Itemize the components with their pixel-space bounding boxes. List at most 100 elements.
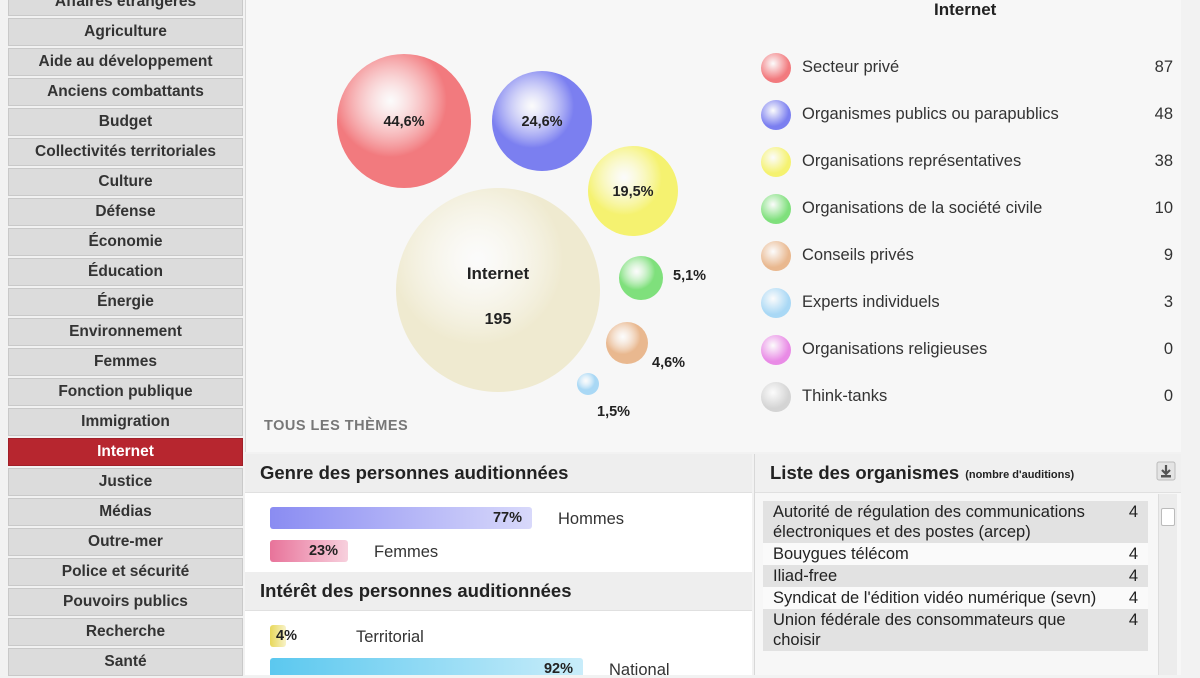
legend-label: Experts individuels	[802, 293, 940, 311]
organization-count: 4	[1128, 611, 1138, 629]
interest-bars: 4% Territorial 92% National	[245, 611, 752, 675]
bubble-pct-label: 5,1%	[673, 268, 706, 284]
legend-dot-icon	[761, 240, 791, 271]
sidebar-item[interactable]: Aide au développement	[8, 48, 243, 76]
legend-item[interactable]: Conseils privés 9	[761, 232, 1173, 279]
sidebar-item[interactable]: Médias	[8, 498, 243, 526]
organization-row[interactable]: Union fédérale des consommateurs que cho…	[763, 609, 1148, 651]
gender-bar: 77%	[270, 507, 532, 529]
sidebar-item[interactable]: Santé	[8, 648, 243, 676]
sidebar-item[interactable]: Anciens combattants	[8, 78, 243, 106]
organization-count: 4	[1128, 567, 1138, 585]
bubble-pct-label: 24,6%	[521, 114, 562, 130]
interest-bar: 4%	[270, 625, 297, 647]
theme-sidebar: Affaires étrangères Agriculture Aide au dé…	[8, 0, 243, 678]
legend-dot-icon	[761, 381, 791, 412]
gender-section-title: Genre des personnes auditionnées	[245, 454, 752, 493]
sidebar-item[interactable]: Culture	[8, 168, 243, 196]
interest-bar: 92%	[270, 658, 583, 675]
download-icon[interactable]	[1155, 460, 1177, 482]
organization-count: 4	[1128, 503, 1138, 521]
bubble-center-label: Internet	[467, 264, 530, 283]
legend-item[interactable]: Organisations représentatives 38	[761, 138, 1173, 185]
gender-bar-row: 77% Hommes	[245, 502, 752, 535]
sidebar-item[interactable]: Énergie	[8, 288, 243, 316]
legend-label: Organismes publics ou parapublics	[802, 105, 1059, 123]
legend-count: 48	[1154, 105, 1173, 123]
legend-label: Conseils privés	[802, 246, 914, 264]
organization-row[interactable]: Bouygues télécom 4	[763, 543, 1148, 565]
legend-title: Internet	[934, 0, 997, 19]
gender-bar-label: Hommes	[558, 510, 625, 528]
organization-row[interactable]: Iliad-free 4	[763, 565, 1148, 587]
legend-count: 9	[1163, 246, 1173, 264]
sidebar-item[interactable]: Pouvoirs publics	[8, 588, 243, 616]
legend-item[interactable]: Experts individuels 3	[761, 279, 1173, 326]
legend-item[interactable]: Organismes publics ou parapublics 48	[761, 91, 1173, 138]
bubble[interactable]	[606, 322, 648, 364]
sidebar-item[interactable]: Recherche	[8, 618, 243, 646]
sidebar-item[interactable]: Fonction publique	[8, 378, 243, 406]
sidebar-item[interactable]: Femmes	[8, 348, 243, 376]
legend-label: Organisations représentatives	[802, 152, 1022, 170]
legend-dot-icon	[761, 334, 791, 365]
bubble[interactable]	[337, 54, 471, 188]
stats-panel: Genre des personnes auditionnées 77% Homm…	[245, 454, 752, 675]
sidebar-item[interactable]: Affaires étrangères	[8, 0, 243, 16]
bubble[interactable]	[619, 256, 663, 300]
legend-label: Think-tanks	[802, 387, 888, 405]
scrollbar-thumb[interactable]	[1161, 508, 1175, 526]
bubble-pct-label: 1,5%	[597, 404, 630, 420]
legend-count: 87	[1154, 58, 1173, 76]
organization-name: Iliad-free	[773, 567, 838, 585]
interest-section-title: Intérêt des personnes auditionnées	[245, 572, 752, 611]
bubble-pct-label: 4,6%	[652, 355, 685, 371]
sidebar-item[interactable]: Éducation	[8, 258, 243, 286]
organization-name: Union fédérale des consommateurs que cho…	[773, 611, 1066, 649]
legend-count: 38	[1154, 152, 1173, 170]
sidebar-item[interactable]: Budget	[8, 108, 243, 136]
gender-bar: 23%	[270, 540, 348, 562]
theme-overview-panel: Internet 195 44,6% 24,6% 19,5% 5,1% 4,6% 1,5% T…	[245, 0, 1181, 452]
sidebar-item[interactable]: Police et sécurité	[8, 558, 243, 586]
bubble-center-value: 195	[485, 311, 512, 328]
legend-label: Secteur privé	[802, 58, 900, 76]
sidebar-item[interactable]: Collectivités territoriales	[8, 138, 243, 166]
organization-row[interactable]: Syndicat de l'édition vidéo numérique (s…	[763, 587, 1148, 609]
organization-count: 4	[1128, 545, 1138, 563]
legend-item[interactable]: Think-tanks 0	[761, 373, 1173, 420]
sidebar-item[interactable]: Agriculture	[8, 18, 243, 46]
gender-bar-label: Femmes	[374, 543, 439, 561]
sidebar-item[interactable]: Immigration	[8, 408, 243, 436]
gender-bar-row: 23% Femmes	[245, 535, 752, 568]
legend-label: Organisations religieuses	[802, 340, 988, 358]
organization-name: Bouygues télécom	[773, 545, 909, 563]
legend-count: 0	[1163, 340, 1173, 358]
legend-item[interactable]: Organisations de la société civile 10	[761, 185, 1173, 232]
legend-item[interactable]: Organisations religieuses 0	[761, 326, 1173, 373]
legend-item[interactable]: Secteur privé 87	[761, 44, 1173, 91]
legend-dot-icon	[761, 146, 791, 177]
interest-bar-row: 4% Territorial	[245, 620, 752, 653]
bubble[interactable]	[492, 71, 592, 171]
bubble[interactable]	[577, 373, 599, 395]
bubble-center[interactable]	[396, 188, 600, 392]
sidebar-item[interactable]: Défense	[8, 198, 243, 226]
interest-bar-label: National	[609, 661, 670, 675]
legend-label: Organisations de la société civile	[802, 199, 1043, 217]
organizations-panel: Liste des organismes (nombre d'auditions…	[754, 454, 1181, 675]
legend-dot-icon	[761, 52, 791, 83]
sidebar-item[interactable]: Économie	[8, 228, 243, 256]
all-themes-link[interactable]: TOUS LES THÈMES	[264, 418, 409, 434]
organizations-title: Liste des organismes	[770, 462, 960, 483]
bubble[interactable]	[588, 146, 678, 236]
sidebar-item[interactable]: Justice	[8, 468, 243, 496]
sidebar-item[interactable]: Outre-mer	[8, 528, 243, 556]
bubble-chart: Internet 195 44,6% 24,6% 19,5% 5,1% 4,6% 1,5%	[337, 54, 706, 420]
legend-count: 3	[1163, 293, 1173, 311]
sidebar-item[interactable]: Internet	[8, 438, 243, 466]
legend-dot-icon	[761, 287, 791, 318]
organization-row[interactable]: Autorité de régulation des communication…	[763, 501, 1148, 543]
organizations-scrollbar[interactable]	[1158, 494, 1177, 675]
sidebar-item[interactable]: Environnement	[8, 318, 243, 346]
